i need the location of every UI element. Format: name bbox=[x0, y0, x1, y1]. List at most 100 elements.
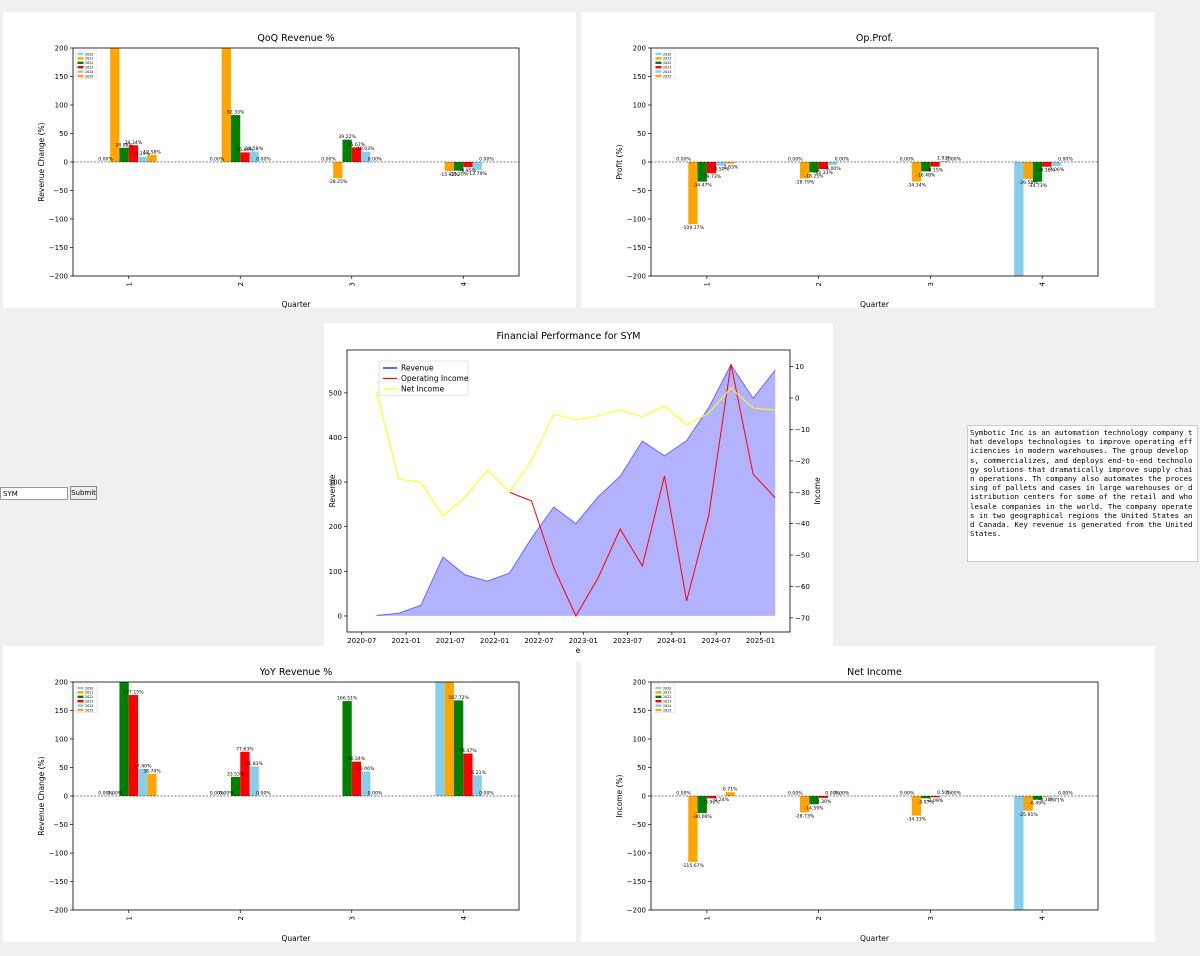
y-tick-label: 200 bbox=[55, 45, 68, 53]
bar-value-label: -30.06% bbox=[693, 814, 713, 820]
y-tick-label: 400 bbox=[329, 434, 342, 442]
y-tick-label: 150 bbox=[633, 707, 646, 715]
bar-value-label: 166.51% bbox=[337, 696, 358, 702]
bar bbox=[435, 682, 445, 796]
y-tick-label: 300 bbox=[329, 479, 342, 487]
plot-frame bbox=[650, 681, 1099, 911]
bar-value-label: 0.00% bbox=[900, 157, 915, 163]
legend-label: 2024 bbox=[663, 70, 671, 74]
bar-value-label: 0.00% bbox=[368, 791, 383, 797]
bar bbox=[147, 154, 157, 162]
bar-value-label: 16.86% bbox=[236, 147, 254, 153]
y-tick-label: −100 bbox=[49, 216, 68, 224]
bar bbox=[930, 162, 940, 167]
bar-value-label: -14.59% bbox=[804, 805, 824, 811]
bar-value-label: 38.74% bbox=[143, 768, 161, 774]
bar-value-label: 0.00% bbox=[1058, 157, 1073, 163]
x-tick-label: 3 bbox=[927, 916, 935, 920]
legend-label: 2022 bbox=[85, 61, 93, 65]
legend-label: 2025 bbox=[85, 74, 93, 78]
chart-title: Net Income bbox=[847, 667, 902, 678]
chart-title: QoQ Revenue % bbox=[257, 33, 334, 44]
bar-value-label: 0.00% bbox=[676, 791, 691, 797]
bar-value-label: -2.09% bbox=[927, 798, 944, 804]
legend-label: 2025 bbox=[663, 74, 671, 78]
y-tick-label: 150 bbox=[55, 707, 68, 715]
y2-axis-label: Income bbox=[813, 477, 822, 505]
bar-value-label: 0.00% bbox=[825, 791, 840, 797]
bar-value-label: -28.73% bbox=[795, 813, 815, 819]
legend-swatch bbox=[77, 66, 84, 69]
legend-swatch bbox=[77, 52, 84, 56]
y-tick-label: 50 bbox=[637, 764, 646, 772]
chart: Net Income −200 −150 −100 −50 0 50 100 150 200 Inc… bbox=[615, 667, 1099, 942]
y2-tick-label: −20 bbox=[795, 457, 810, 465]
submit-button[interactable]: Submit bbox=[70, 486, 97, 500]
legend-label: 2020 bbox=[85, 52, 93, 56]
bar bbox=[921, 162, 931, 172]
bars bbox=[688, 160, 1061, 276]
legend-label: 2022 bbox=[663, 61, 671, 65]
legend-swatch bbox=[655, 691, 662, 694]
chart: QoQ Revenue % −200 −150 −100 −50 0 50 100 150 200… bbox=[37, 33, 520, 308]
legend-label: 2021 bbox=[663, 691, 671, 695]
bar-value-label: -3.30% bbox=[815, 799, 832, 805]
x-tick-label: 2 bbox=[237, 282, 245, 286]
y-tick-label: −50 bbox=[631, 821, 646, 829]
x-tick-label: 2024-01 bbox=[657, 637, 686, 645]
bar-value-label: -25.91% bbox=[1019, 812, 1039, 818]
y-tick-label: −150 bbox=[49, 878, 68, 886]
bar bbox=[110, 48, 120, 162]
x-axis-label: Quarter bbox=[860, 300, 890, 308]
legend-label: 2022 bbox=[85, 695, 93, 699]
legend-label: 2023 bbox=[85, 700, 93, 704]
bar-value-label: -7.06% bbox=[1048, 167, 1065, 173]
bar bbox=[911, 796, 922, 816]
bar bbox=[1014, 162, 1024, 276]
bar-value-label: 0.00% bbox=[368, 157, 383, 163]
chart-panel: Financial Performance for SYM 0 100 200 300 4… bbox=[324, 323, 833, 662]
legend-label: Operating Income bbox=[401, 374, 469, 383]
bar bbox=[444, 682, 454, 796]
legend-swatch bbox=[655, 61, 662, 64]
y-tick-label: 200 bbox=[633, 679, 646, 687]
bar-value-label: -0.71% bbox=[1048, 797, 1065, 803]
bar bbox=[716, 162, 726, 166]
x-tick-label: 3 bbox=[348, 916, 356, 920]
bar-value-label: 0.00% bbox=[1058, 791, 1073, 797]
legend-swatch bbox=[77, 70, 84, 73]
chart: Financial Performance for SYM01002003004… bbox=[328, 331, 822, 655]
legend-swatch bbox=[77, 704, 84, 707]
bar-value-label: -6.49% bbox=[1029, 801, 1046, 807]
legend-swatch bbox=[77, 57, 84, 60]
bar bbox=[809, 796, 819, 805]
y2-tick-label: −50 bbox=[795, 552, 810, 560]
chart-panel: Net Income −200 −150 −100 −50 0 50 100 150 200 Inc… bbox=[581, 646, 1155, 942]
bar bbox=[706, 796, 717, 799]
bar-value-label: 0.00% bbox=[788, 157, 803, 163]
bar bbox=[1014, 796, 1024, 910]
ticker-input[interactable] bbox=[0, 487, 68, 500]
y-tick-label: −200 bbox=[627, 273, 646, 281]
bar-value-label: -5.00% bbox=[824, 166, 841, 172]
bar-value-label: 24.98% bbox=[115, 142, 133, 148]
bar bbox=[342, 139, 352, 162]
bar-value-label: -28.25% bbox=[328, 179, 348, 185]
bar-value-label: 6.71% bbox=[723, 787, 738, 793]
legend-label: 2021 bbox=[663, 57, 671, 61]
y-axis-label: Revenue Change (%) bbox=[37, 122, 46, 201]
bar-value-label: -29.58% bbox=[1019, 180, 1039, 186]
bar bbox=[240, 152, 250, 162]
bar-value-label: 77.63% bbox=[236, 746, 254, 752]
bar-value-label: 0.00% bbox=[256, 791, 271, 797]
y2-tick-label: −40 bbox=[795, 520, 810, 528]
x-tick-label: 2020-07 bbox=[347, 637, 376, 645]
x-tick-label: 2021-01 bbox=[391, 637, 420, 645]
bar bbox=[463, 753, 473, 796]
bar-value-label: 18.03% bbox=[357, 146, 375, 152]
bar bbox=[249, 766, 259, 796]
bar-value-label: 0.00% bbox=[210, 791, 225, 797]
